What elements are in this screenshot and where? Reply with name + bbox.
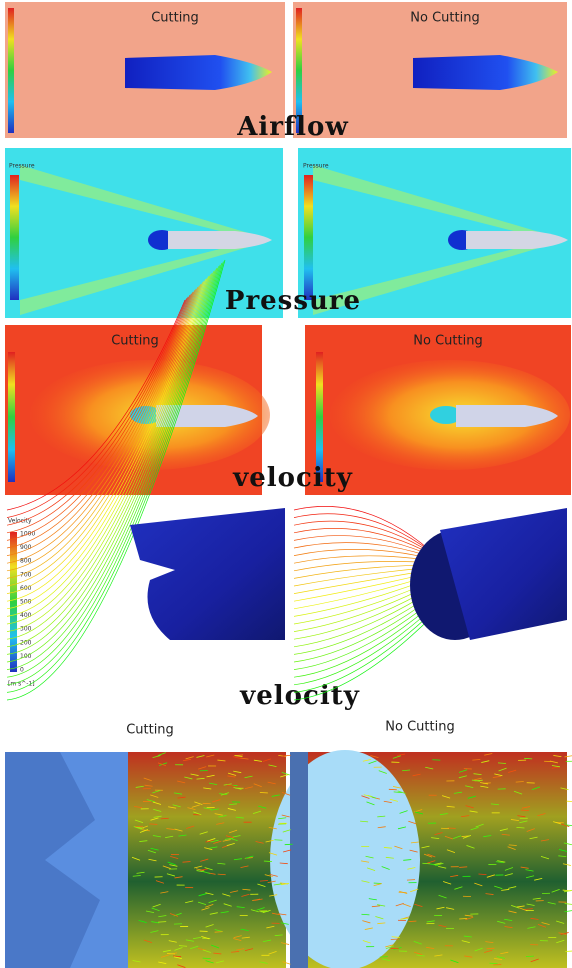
vector	[215, 932, 223, 933]
legend-title: Pressure	[303, 163, 329, 170]
vector-row	[5, 750, 572, 968]
panel-label: Cutting	[111, 334, 159, 349]
caption: velocity	[232, 463, 353, 493]
vector	[524, 758, 532, 759]
projectile-edge	[290, 752, 308, 968]
colorbar	[10, 532, 17, 672]
vector	[143, 788, 151, 789]
caption: No Cutting	[385, 720, 454, 735]
panel-label: No Cutting	[410, 11, 479, 26]
panel-label: Cutting	[151, 11, 199, 26]
caption: Cutting	[126, 723, 174, 738]
vector	[203, 958, 211, 959]
vector	[158, 922, 166, 923]
page: {"row1": {"left_label": "Cutting", "righ…	[0, 0, 572, 968]
caption: velocity	[239, 681, 360, 711]
vector	[565, 951, 572, 952]
figure: Cutting No Cutting Airflow Pressure Pres…	[0, 0, 572, 968]
vector	[459, 918, 467, 919]
panel-label: No Cutting	[413, 334, 482, 349]
colorbar	[304, 175, 313, 300]
colorbar	[10, 175, 19, 300]
velocity-row: Cutting No Cutting velocity	[5, 325, 571, 495]
vector	[422, 863, 430, 864]
vector	[490, 963, 498, 964]
vector	[149, 824, 157, 825]
caption: Airflow	[236, 112, 349, 142]
legend-tick-label: 500	[20, 599, 32, 606]
colorbar	[8, 352, 15, 482]
vector	[391, 939, 399, 940]
caption: Pressure	[225, 286, 361, 316]
colorbar	[8, 8, 14, 133]
legend-title: Pressure	[9, 163, 35, 170]
airflow-row: Cutting No Cutting Airflow	[5, 2, 567, 142]
pressure-row: Pressure Pressure Pressure	[5, 148, 571, 318]
vector	[261, 911, 269, 912]
